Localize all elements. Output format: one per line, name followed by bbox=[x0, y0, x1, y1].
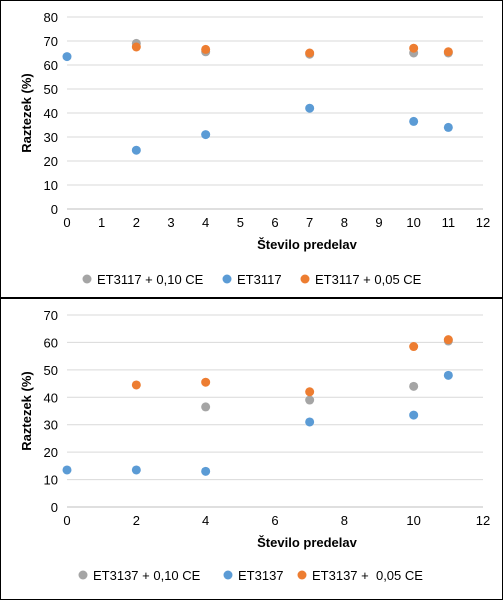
y-axis-title: Raztezek (%) bbox=[19, 73, 34, 152]
y-tick-label: 60 bbox=[44, 58, 58, 73]
x-tick-label: 2 bbox=[133, 513, 140, 528]
y-tick-label: 10 bbox=[44, 473, 58, 488]
x-tick-label: 12 bbox=[476, 215, 490, 230]
x-tick-label: 7 bbox=[306, 215, 313, 230]
x-tick-label: 4 bbox=[202, 513, 209, 528]
legend-label: ET3137 + 0,05 CE bbox=[312, 568, 423, 583]
x-tick-label: 0 bbox=[63, 513, 70, 528]
data-point bbox=[62, 465, 72, 475]
x-axis-title: Število predelav bbox=[257, 237, 357, 252]
chart-panel-et3117: 0 10 20 30 40 50 60 70 80 0 1 2 3 4 5 6 7 8 9 10 11 12 Število… bbox=[0, 0, 503, 298]
y-tick-label: 30 bbox=[44, 130, 58, 145]
legend-label: ET3137 + 0,10 CE bbox=[93, 568, 201, 583]
data-point bbox=[131, 465, 141, 475]
x-tick-label: 6 bbox=[271, 215, 278, 230]
y-tick-label: 40 bbox=[44, 390, 58, 405]
chart-panel-et3137: 0 10 20 30 40 50 60 70 0 2 4 6 8 10 12 Število predelav… bbox=[0, 298, 503, 600]
legend-marker bbox=[297, 570, 307, 580]
y-tick-label: 50 bbox=[44, 363, 58, 378]
data-point bbox=[443, 47, 453, 57]
legend-label: ET3137 bbox=[238, 568, 284, 583]
data-point bbox=[201, 377, 211, 387]
y-tick-label: 60 bbox=[44, 335, 58, 350]
x-tick-label: 5 bbox=[237, 215, 244, 230]
y-tick-label: 10 bbox=[44, 178, 58, 193]
y-tick-label: 0 bbox=[51, 500, 58, 515]
x-tick-label: 1 bbox=[98, 215, 105, 230]
x-tick-label: 10 bbox=[406, 513, 420, 528]
data-point bbox=[443, 335, 453, 345]
data-point bbox=[305, 417, 315, 427]
x-tick-label: 2 bbox=[133, 215, 140, 230]
y-tick-label: 50 bbox=[44, 82, 58, 97]
data-point bbox=[201, 466, 211, 476]
data-point bbox=[409, 342, 419, 352]
data-point bbox=[409, 381, 419, 391]
x-axis-title: Število predelav bbox=[257, 535, 357, 550]
data-point bbox=[443, 370, 453, 380]
legend-marker bbox=[78, 570, 88, 580]
x-tick-label: 4 bbox=[202, 215, 209, 230]
x-tick-label: 8 bbox=[341, 513, 348, 528]
y-axis-title: Raztezek (%) bbox=[19, 371, 34, 450]
x-tick-label: 6 bbox=[271, 513, 278, 528]
data-point bbox=[409, 410, 419, 420]
y-tick-label: 70 bbox=[44, 34, 58, 49]
legend-marker bbox=[223, 570, 233, 580]
y-tick-label: 0 bbox=[51, 202, 58, 217]
data-point bbox=[62, 52, 72, 62]
data-point bbox=[131, 380, 141, 390]
data-point bbox=[409, 43, 419, 53]
x-tick-label: 10 bbox=[406, 215, 420, 230]
data-point bbox=[131, 42, 141, 52]
data-point bbox=[201, 402, 211, 412]
data-point bbox=[305, 103, 315, 113]
x-tick-label: 3 bbox=[167, 215, 174, 230]
x-tick-label: 11 bbox=[442, 215, 456, 230]
y-tick-label: 20 bbox=[44, 154, 58, 169]
legend-marker bbox=[222, 274, 232, 284]
data-point bbox=[409, 116, 419, 126]
x-tick-label: 8 bbox=[341, 215, 348, 230]
x-tick-label: 0 bbox=[63, 215, 70, 230]
scatter-chart-et3137: 0 10 20 30 40 50 60 70 0 2 4 6 8 10 12 Število predelav… bbox=[19, 308, 490, 583]
y-tick-label: 30 bbox=[44, 418, 58, 433]
y-tick-label: 80 bbox=[44, 10, 58, 25]
y-tick-label: 20 bbox=[44, 445, 58, 460]
legend-label: ET3117 bbox=[237, 272, 282, 287]
data-point bbox=[305, 48, 315, 58]
y-tick-label: 40 bbox=[44, 106, 58, 121]
data-point bbox=[443, 122, 453, 132]
legend-label: ET3117 + 0,10 CE bbox=[97, 272, 204, 287]
data-point bbox=[305, 387, 315, 397]
x-tick-label: 9 bbox=[375, 215, 382, 230]
data-point bbox=[201, 44, 211, 54]
legend-marker bbox=[82, 274, 92, 284]
data-point bbox=[201, 130, 211, 140]
data-point bbox=[131, 145, 141, 155]
x-tick-label: 12 bbox=[476, 513, 490, 528]
y-tick-label: 70 bbox=[44, 308, 58, 323]
data-point bbox=[305, 395, 315, 405]
legend-label: ET3117 + 0,05 CE bbox=[315, 272, 422, 287]
legend-marker bbox=[300, 274, 310, 284]
